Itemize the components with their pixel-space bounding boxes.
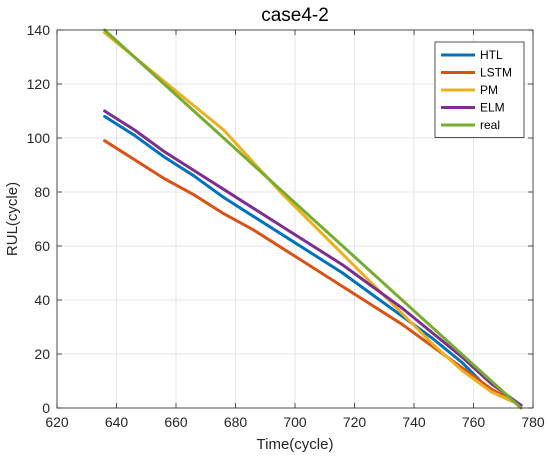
ticks: 620 640 660 680 700 720 740 760 780 0 20 40 60 80 100 1… <box>27 22 545 430</box>
y-tick-label: 120 <box>27 76 51 92</box>
series-line-pm <box>103 31 523 407</box>
y-axis-label: RUL(cycle) <box>4 182 21 256</box>
legend-label-elm: ELM <box>480 101 505 115</box>
series-layer <box>103 28 523 410</box>
series-line-htl <box>103 114 523 407</box>
x-tick-label: 720 <box>343 414 367 430</box>
y-tick-label: 20 <box>34 346 50 362</box>
series-line-real <box>103 28 523 410</box>
x-tick-label: 640 <box>105 414 129 430</box>
y-tick-label: 100 <box>27 130 51 146</box>
x-tick-label: 740 <box>402 414 426 430</box>
x-tick-label: 680 <box>224 414 248 430</box>
legend-label-real: real <box>480 118 500 132</box>
x-tick-label: 660 <box>164 414 188 430</box>
x-tick-label: 620 <box>45 414 69 430</box>
y-tick-label: 80 <box>34 184 50 200</box>
x-tick-label: 780 <box>521 414 545 430</box>
legend-label-htl: HTL <box>480 48 503 62</box>
y-tick-label: 60 <box>34 238 50 254</box>
chart-title: case4-2 <box>261 5 329 26</box>
series-line-elm <box>103 109 523 407</box>
legend-label-pm: PM <box>480 83 498 97</box>
y-tick-label: 0 <box>42 400 50 416</box>
legend: HTL LSTM PM ELM real <box>434 41 525 138</box>
x-tick-label: 760 <box>462 414 486 430</box>
x-axis-label: Time(cycle) <box>257 436 334 453</box>
y-tick-label: 40 <box>34 292 50 308</box>
x-tick-label: 700 <box>283 414 307 430</box>
y-tick-label: 140 <box>27 22 51 38</box>
legend-label-lstm: LSTM <box>480 66 512 80</box>
